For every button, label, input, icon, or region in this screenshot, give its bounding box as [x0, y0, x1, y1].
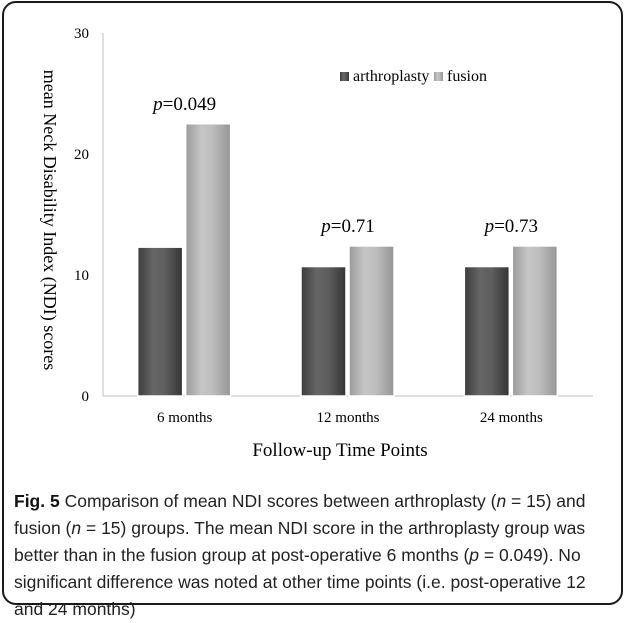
x-tick-label: 24 months: [480, 410, 543, 426]
p-value-label: p=0.73: [483, 216, 538, 237]
bar-fusion: [348, 245, 395, 397]
y-axis-label: mean Neck Disability Index (NDI) scores: [39, 70, 60, 370]
legend-swatch-arthroplasty: [340, 72, 349, 81]
y-tick-label: 30: [74, 26, 89, 42]
p-value-label: p=0.049: [151, 94, 216, 115]
bar-arthroplasty: [136, 246, 184, 397]
bar-arthroplasty: [300, 265, 347, 397]
bar-fusion: [184, 123, 232, 397]
bar-fusion: [511, 245, 559, 397]
y-tick-label: 10: [74, 268, 89, 284]
bar-arthroplasty: [463, 265, 511, 397]
x-axis-label: Follow-up Time Points: [252, 440, 427, 461]
legend: arthroplasty fusion: [340, 68, 487, 85]
p-value-label: p=0.71: [319, 216, 374, 237]
figure-caption: Fig. 5 Comparison of mean NDI scores bet…: [14, 488, 610, 623]
legend-label-fusion: fusion: [447, 68, 487, 85]
x-tick-label: 6 months: [157, 410, 213, 426]
figure-label: Fig. 5: [14, 491, 60, 511]
y-tick-label: 20: [74, 147, 89, 163]
legend-swatch-fusion: [434, 72, 443, 81]
x-tick-label: 12 months: [317, 410, 380, 426]
legend-label-arthroplasty: arthroplasty: [353, 68, 429, 85]
caption-text: Comparison of mean NDI scores between ar…: [14, 491, 586, 619]
bar-chart: 0 10 20 30 6 months p=0.049 12 months p=0.71 24…: [39, 26, 593, 461]
y-tick-label: 0: [82, 389, 90, 405]
